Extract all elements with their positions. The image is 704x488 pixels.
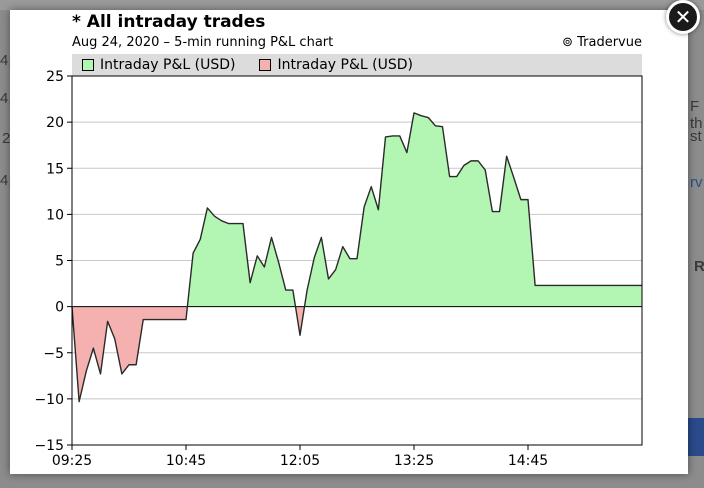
- x-tick-label: 09:25: [52, 453, 92, 469]
- background-text: st: [690, 128, 702, 145]
- close-button[interactable]: ✕: [666, 0, 700, 34]
- background-text: R: [694, 258, 704, 275]
- y-tick-label: 25: [46, 69, 64, 85]
- legend-swatch-negative: [259, 59, 272, 71]
- legend-label: Intraday P&L (USD): [277, 57, 413, 73]
- y-tick-label: −5: [43, 346, 64, 362]
- background-header-strip: [0, 0, 704, 10]
- y-tick-label: 20: [46, 115, 64, 131]
- plot-border: [71, 75, 643, 446]
- x-tick-label: 14:45: [508, 453, 548, 469]
- background-text: 2: [2, 130, 11, 147]
- chart-modal: * All intraday trades Aug 24, 2020 – 5-m…: [10, 10, 688, 474]
- y-tick-label: 10: [46, 207, 64, 223]
- legend-item-negative[interactable]: Intraday P&L (USD): [259, 57, 413, 73]
- negative-area: [72, 306, 642, 402]
- y-tick-label: 0: [55, 300, 64, 316]
- x-tick-label: 12:05: [280, 453, 320, 469]
- positive-area: [72, 112, 642, 307]
- y-tick-label: −10: [34, 392, 64, 408]
- pnl-series-line: [71, 112, 642, 403]
- chart-credit: ⊚ Tradervue: [562, 35, 642, 50]
- legend-swatch-positive: [82, 59, 94, 71]
- background-text: 4,: [0, 172, 13, 189]
- chart-plot: −15 −10 −5 0 5 10 15 20 25 09:25 10:45 12:05 13:25 14…: [34, 69, 643, 469]
- chart-legend: Intraday P&L (USD) Intraday P&L (USD): [72, 54, 642, 77]
- y-tick-label: 15: [46, 161, 64, 177]
- close-icon: ✕: [674, 5, 692, 29]
- background-text: 4,: [0, 90, 13, 107]
- legend-label: Intraday P&L (USD): [100, 57, 236, 73]
- background-text: 4,: [0, 52, 13, 69]
- background-link[interactable]: rv: [690, 174, 703, 191]
- chart-subtitle: Aug 24, 2020 – 5-min running P&L chart: [72, 35, 334, 50]
- chart-title: * All intraday trades: [72, 12, 266, 32]
- background-button[interactable]: [688, 418, 704, 456]
- legend-item-positive[interactable]: Intraday P&L (USD): [82, 57, 235, 73]
- x-tick-label: 10:45: [166, 453, 206, 469]
- y-tick-label: −15: [34, 438, 64, 454]
- x-tick-label: 13:25: [394, 453, 434, 469]
- y-tick-label: 5: [55, 254, 64, 270]
- background-text: F th: [690, 98, 703, 132]
